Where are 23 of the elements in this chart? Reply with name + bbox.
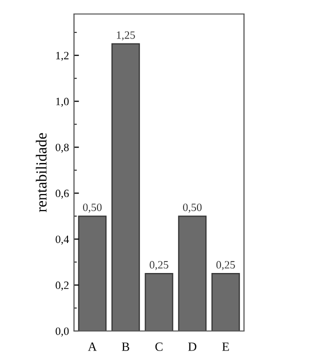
bar	[78, 216, 107, 331]
data-label: 0,25	[150, 261, 168, 270]
y-tick-label: 0,4	[56, 236, 69, 245]
y-tick-label: 0,6	[56, 190, 69, 199]
y-tick-label: 1,0	[56, 98, 69, 107]
data-label: 0,50	[183, 204, 202, 213]
data-label: 1,25	[116, 31, 135, 40]
y-axis-title: rentabilidade	[36, 133, 47, 212]
bar	[178, 216, 207, 331]
y-tick-label: 0,2	[56, 282, 69, 291]
y-tick-label: 0,8	[56, 144, 69, 153]
bar	[111, 43, 140, 331]
x-tick-label: D	[188, 342, 196, 351]
y-tick-label: 0,0	[56, 327, 69, 337]
bar	[144, 273, 174, 331]
data-label: 0,25	[216, 261, 235, 270]
x-tick-label: C	[155, 342, 162, 351]
x-tick-label: E	[222, 342, 229, 351]
x-tick-label: A	[88, 342, 97, 351]
data-label: 0,50	[83, 204, 102, 213]
y-tick-label: 1,2	[56, 52, 69, 61]
x-tick-label: B	[122, 342, 130, 351]
bar	[211, 273, 240, 331]
